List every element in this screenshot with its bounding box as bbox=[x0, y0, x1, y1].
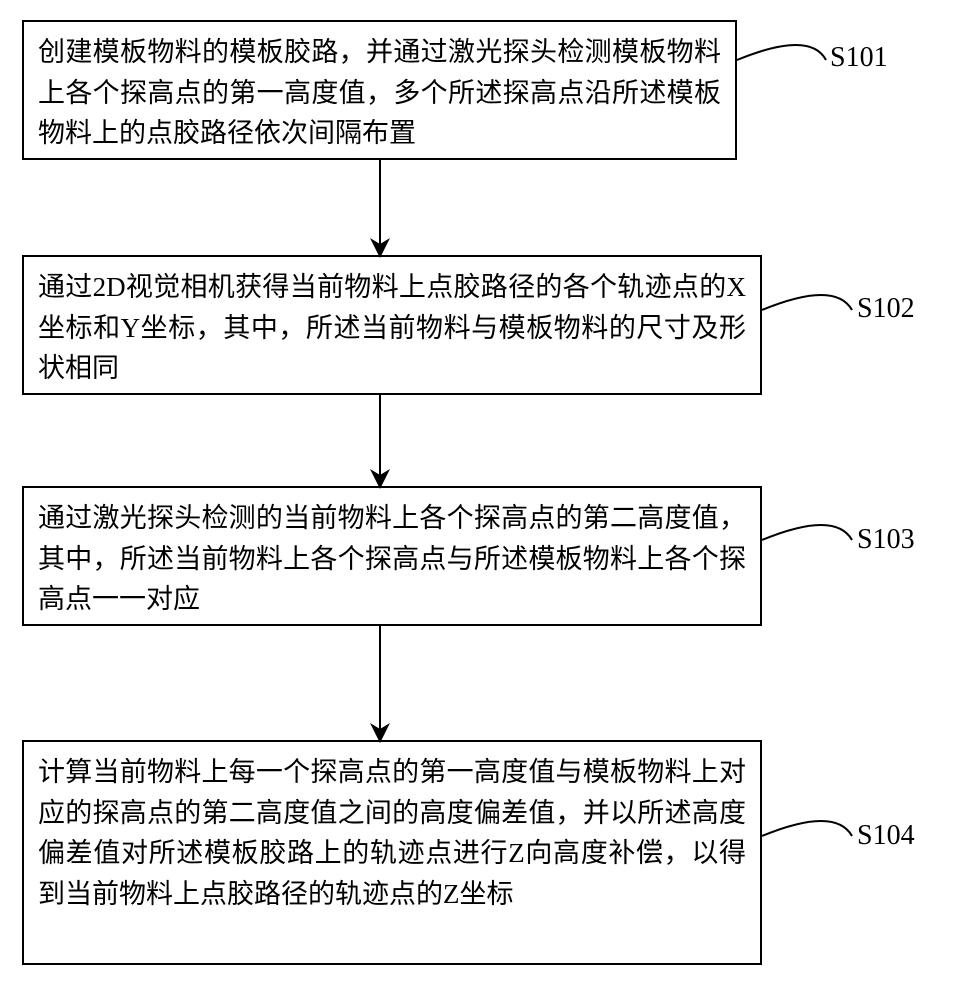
leader-s102 bbox=[762, 295, 852, 310]
step-box-s103: 通过激光探头检测的当前物料上各个探高点的第二高度值，其中，所述当前物料上各个探高… bbox=[22, 486, 762, 626]
step-box-s102: 通过2D视觉相机获得当前物料上点胶路径的各个轨迹点的X坐标和Y坐标，其中，所述当… bbox=[22, 255, 762, 395]
step-text: 计算当前物料上每一个探高点的第一高度值与模板物料上对应的探高点的第二高度值之间的… bbox=[38, 757, 746, 909]
step-label-s101: S101 bbox=[830, 42, 888, 74]
step-text: 通过2D视觉相机获得当前物料上点胶路径的各个轨迹点的X坐标和Y坐标，其中，所述当… bbox=[38, 272, 746, 383]
step-label-s104: S104 bbox=[857, 820, 915, 852]
step-text: 创建模板物料的模板胶路，并通过激光探头检测模板物料上各个探高点的第一高度值，多个… bbox=[38, 37, 721, 148]
leader-s104 bbox=[762, 821, 852, 836]
step-box-s104: 计算当前物料上每一个探高点的第一高度值与模板物料上对应的探高点的第二高度值之间的… bbox=[22, 740, 762, 965]
step-label-s102: S102 bbox=[857, 293, 915, 325]
step-text: 通过激光探头检测的当前物料上各个探高点的第二高度值，其中，所述当前物料上各个探高… bbox=[38, 503, 746, 614]
leader-s103 bbox=[762, 525, 852, 540]
step-label-s103: S103 bbox=[857, 524, 915, 556]
step-box-s101: 创建模板物料的模板胶路，并通过激光探头检测模板物料上各个探高点的第一高度值，多个… bbox=[22, 20, 737, 160]
flowchart-container: 创建模板物料的模板胶路，并通过激光探头检测模板物料上各个探高点的第一高度值，多个… bbox=[0, 0, 969, 1000]
leader-s101 bbox=[737, 45, 826, 60]
